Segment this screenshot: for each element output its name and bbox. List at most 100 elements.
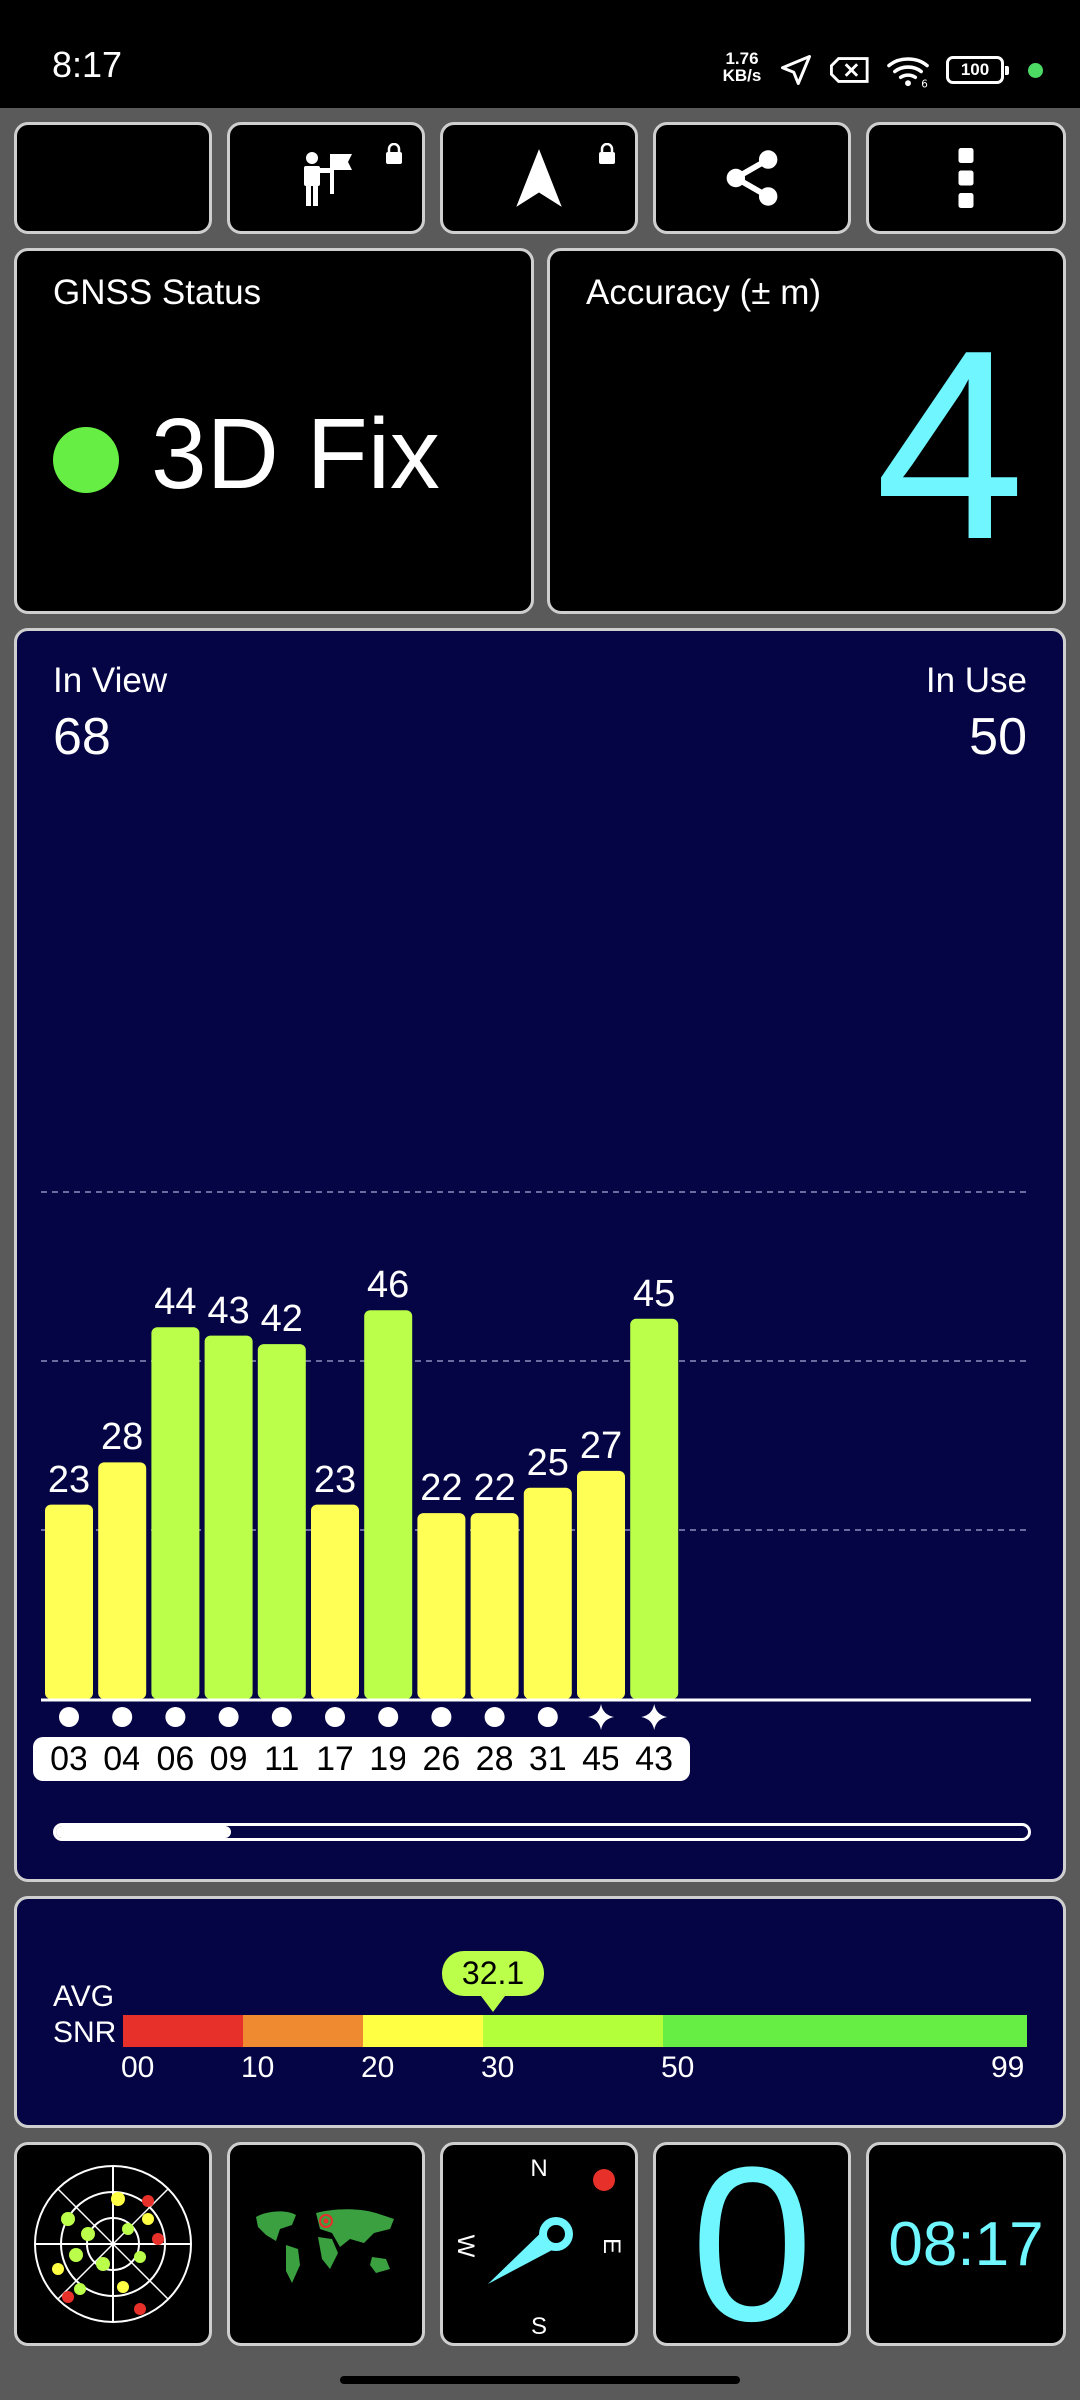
constellation-dot-icon	[325, 1707, 345, 1727]
fix-status: 3D Fix	[151, 398, 440, 510]
world-map-button[interactable]	[227, 2142, 425, 2346]
snr-bar-45[interactable]	[577, 1470, 625, 1699]
bar-value-label: 28	[101, 1416, 144, 1459]
accuracy-title: Accuracy (± m)	[586, 273, 822, 312]
more-options-button[interactable]	[866, 122, 1066, 234]
zero-counter-value: 0	[690, 2121, 814, 2367]
satellite-prn-label: 43	[618, 1737, 691, 1781]
more-vert-icon	[958, 148, 974, 208]
snr-bar-31[interactable]	[523, 1487, 572, 1699]
compass-icon: N S W E	[452, 2155, 625, 2340]
constellation-dot-icon	[112, 1707, 133, 1727]
snr-bar-19[interactable]	[364, 1310, 413, 1699]
bar-value-labels: 23 03 28 04 44 06 43 09 42 11 23 17 46 19 22 26 22 28 25 31…	[17, 999, 1063, 2247]
in-use-label: In Use	[925, 661, 1027, 700]
lock-icon	[386, 143, 402, 164]
snr-tick-label: 00	[121, 2051, 155, 2084]
avg-snr-bubble: 32.1	[441, 1951, 545, 2012]
compass-s: S	[531, 2313, 547, 2340]
snr-bar-09[interactable]	[204, 1335, 253, 1699]
location-arrow-icon	[781, 55, 811, 85]
constellation-dot-icon	[271, 1707, 292, 1727]
snr-bar-17[interactable]	[311, 1504, 359, 1699]
constellation-dot-icon	[59, 1707, 79, 1727]
zero-counter-tile[interactable]: 0	[653, 2134, 851, 2354]
satellite-snr-panel[interactable]: In View 68 In Use 50 23 03 28 04 44 06 43 09 42 1…	[14, 628, 1066, 1882]
avg-snr-label-bottom: SNR	[53, 2016, 117, 2049]
accuracy-panel[interactable]: Accuracy (± m) 4	[547, 248, 1066, 614]
constellation-dot-icon	[431, 1707, 452, 1727]
share-icon	[726, 150, 778, 206]
in-view-count: 68	[53, 708, 111, 766]
avg-snr-value: 32.1	[441, 1951, 545, 1996]
snr-bar-06[interactable]	[151, 1327, 200, 1699]
compass-button[interactable]: N S W E	[440, 2142, 638, 2346]
snr-bar-26[interactable]	[417, 1513, 466, 1699]
world-map-icon	[256, 2209, 394, 2283]
wifi-6-icon: 6	[887, 57, 929, 88]
constellation-dot-icon	[484, 1707, 505, 1727]
satellite-prn-label: 31	[511, 1737, 584, 1781]
sky-plot-icon	[34, 2165, 192, 2323]
snr-tick-label: 20	[361, 2051, 395, 2084]
navigation-button[interactable]	[440, 122, 638, 234]
bar-value-label: 23	[313, 1458, 357, 1501]
gnss-status-panel[interactable]: GNSS Status 3D Fix	[14, 248, 534, 614]
network-speed-unit: KB/s	[722, 66, 762, 85]
snr-bar-04[interactable]	[98, 1462, 147, 1699]
avg-snr-panel[interactable]: AVG SNR 00 10 20 30 50 99 32.1	[14, 1896, 1066, 2128]
bar-value-label: 25	[526, 1441, 569, 1484]
privacy-indicator-dot	[1028, 62, 1043, 78]
bar-value-label: 43	[207, 1289, 250, 1332]
network-speed: 1.76 KB/s	[720, 50, 764, 84]
clock-value: 08:17	[888, 2209, 1044, 2279]
marker-button[interactable]	[227, 122, 425, 234]
svg-text:6: 6	[921, 79, 928, 88]
home-indicator[interactable]	[340, 2376, 740, 2384]
chart-scrollbar-thumb[interactable]	[56, 1826, 231, 1838]
constellation-star-icon	[588, 1704, 614, 1730]
compass-w: W	[452, 2235, 479, 2258]
gnss-status-title: GNSS Status	[53, 273, 262, 312]
snr-tick-label: 50	[661, 2051, 695, 2084]
status-icons: 6 100	[778, 50, 1043, 90]
snr-tick-label: 30	[481, 2051, 515, 2084]
snr-bar-11[interactable]	[257, 1344, 306, 1699]
night-mode-button[interactable]	[14, 122, 212, 234]
avg-snr-label: AVG SNR	[53, 1979, 116, 2051]
bar-value-label: 22	[420, 1467, 463, 1510]
snr-segment	[243, 2015, 363, 2047]
snr-bar-28[interactable]	[470, 1513, 519, 1699]
accuracy-value: 4	[874, 295, 1025, 596]
snr-bar-43[interactable]	[630, 1318, 679, 1699]
snr-segment	[483, 2015, 663, 2047]
battery-icon: 100	[946, 56, 1009, 84]
constellation-dot-icon	[537, 1707, 558, 1727]
lock-icon	[599, 143, 615, 164]
constellation-dot-icon	[378, 1707, 399, 1727]
marker-flag-icon	[304, 152, 352, 206]
bar-value-label: 42	[260, 1298, 303, 1341]
sky-plot-button[interactable]	[14, 2142, 212, 2346]
snr-bar-03[interactable]	[45, 1504, 93, 1699]
share-button[interactable]	[653, 122, 851, 234]
snr-bar-chart	[41, 1191, 1031, 1730]
fix-indicator-dot	[53, 427, 119, 493]
snr-segment	[123, 2015, 243, 2047]
bar-value-label: 27	[579, 1424, 623, 1467]
chart-scrollbar[interactable]	[53, 1823, 1031, 1841]
snr-scale-ticks: 00 10 20 30 50 99	[121, 2051, 1027, 2091]
in-use-count: 50	[969, 708, 1027, 766]
sim-x-icon	[830, 57, 869, 83]
snr-segment	[363, 2015, 483, 2047]
navigation-arrow-icon	[516, 149, 562, 207]
network-speed-value: 1.76	[725, 49, 759, 68]
snr-tick-label: 99	[991, 2051, 1025, 2084]
bar-value-label: 22	[473, 1467, 516, 1510]
compass-e: E	[598, 2238, 625, 2254]
bar-value-label: 45	[633, 1272, 676, 1315]
status-bar: 8:17 1.76 KB/s 6 100	[0, 0, 1080, 108]
bar-value-label: 46	[367, 1264, 410, 1307]
bar-value-label: 44	[154, 1281, 197, 1324]
clock-tile[interactable]: 08:17	[866, 2142, 1066, 2346]
